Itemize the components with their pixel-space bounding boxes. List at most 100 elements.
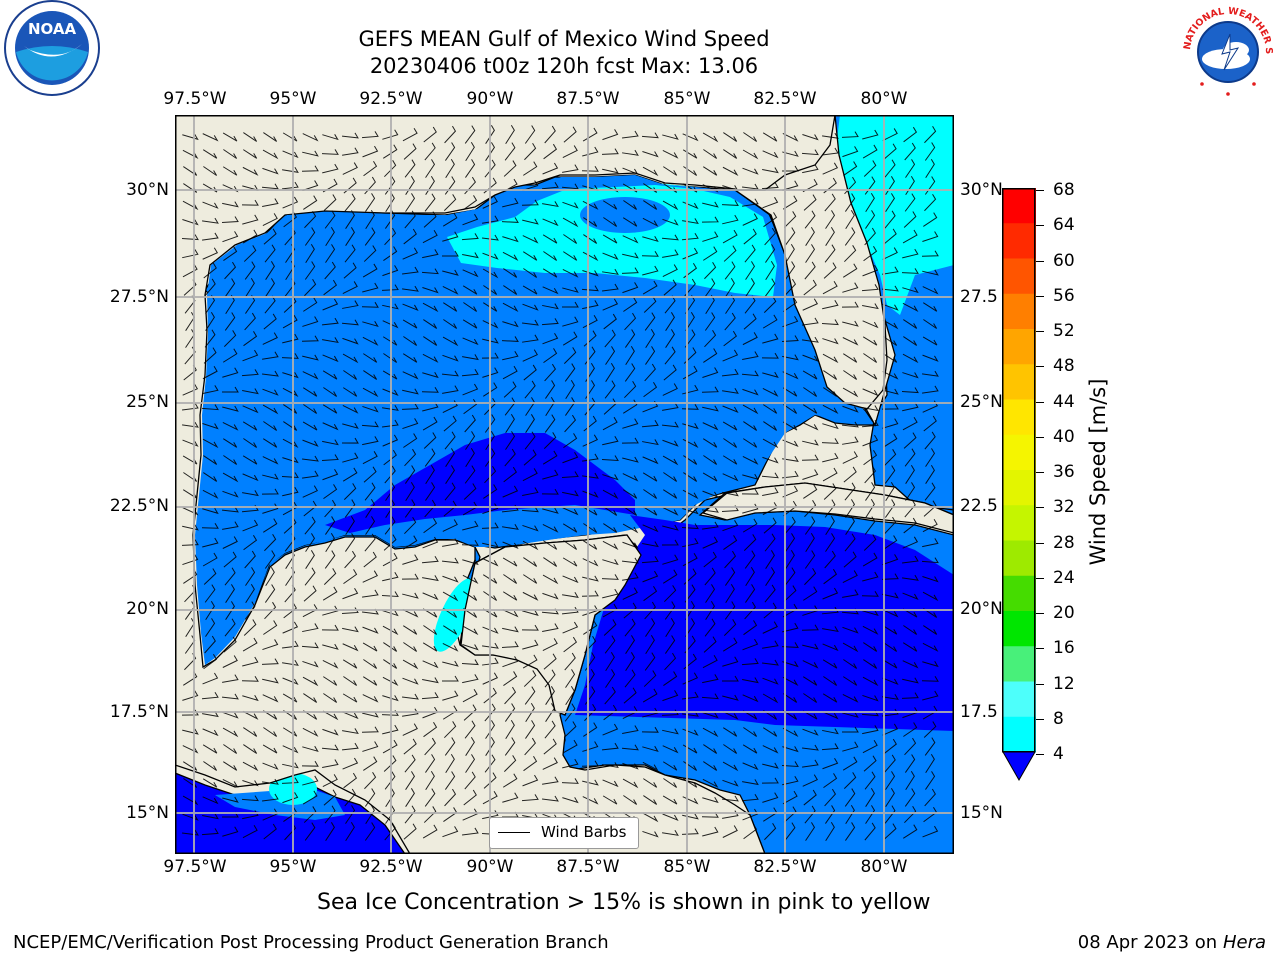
credit-right: 08 Apr 2023 on Hera — [1078, 932, 1266, 953]
lon-label-bottom: 97.5°W — [163, 857, 227, 877]
colorbar-segment — [1002, 470, 1036, 506]
lat-label-left: 17.5°N — [109, 702, 169, 722]
colorbar-segment — [1002, 611, 1036, 647]
lat-label-left: 25°N — [126, 392, 169, 412]
colorbar-segment — [1002, 329, 1036, 365]
colorbar-segment — [1002, 223, 1036, 259]
colorbar-segment — [1002, 364, 1036, 400]
lat-label-left: 27.5°N — [109, 287, 169, 307]
lon-label-bottom: 90°W — [466, 857, 514, 877]
colorbar-segment — [1002, 188, 1036, 224]
lon-label-bottom: 85°W — [663, 857, 711, 877]
colorbar-tick-label: 52 — [1053, 321, 1075, 341]
lon-label-top: 90°W — [466, 89, 514, 109]
lon-label-bottom: 80°W — [860, 857, 908, 877]
colorbar-tick-mark — [1036, 683, 1044, 685]
colorbar-tick-mark — [1036, 295, 1044, 297]
lat-label-left: 20°N — [126, 599, 169, 619]
colorbar-tick-mark — [1036, 754, 1044, 755]
colorbar-segment — [1002, 646, 1036, 682]
colorbar-tick-mark — [1036, 648, 1044, 650]
yucatan-channel-low-wind — [575, 515, 954, 731]
colorbar-tick-label: 16 — [1053, 638, 1075, 659]
lat-label-right: 17.5 — [960, 702, 998, 722]
colorbar-tick-label: 36 — [1053, 462, 1075, 482]
lat-label-right: 27.5 — [960, 287, 998, 307]
colorbar-tick-mark — [1036, 366, 1044, 368]
colorbar-segment — [1002, 258, 1036, 295]
colorbar-segment — [1002, 575, 1036, 612]
lat-label-left: 30°N — [126, 180, 169, 200]
colorbar-tick-mark — [1036, 507, 1044, 509]
colorbar-tick-label: 12 — [1053, 673, 1075, 694]
colorbar-tick-label: 20 — [1053, 603, 1075, 623]
colorbar-label: Wind Speed [m/s] — [1086, 378, 1110, 566]
colorbar-tick-mark — [1036, 472, 1044, 473]
colorbar-tick-mark — [1036, 331, 1044, 332]
lon-label-top: 80°W — [860, 89, 908, 109]
lon-label-bottom: 82.5°W — [753, 857, 817, 877]
lat-label-left: 15°N — [126, 803, 169, 823]
lat-label-left: 22.5°N — [109, 496, 169, 516]
colorbar-tick-mark — [1036, 190, 1044, 191]
colorbar-tick-label: 60 — [1053, 250, 1075, 271]
colorbar-tick-label: 44 — [1053, 391, 1075, 412]
credit-left: NCEP/EMC/Verification Post Processing Pr… — [13, 932, 609, 953]
colorbar-tick-mark — [1036, 436, 1044, 438]
colorbar-tick-mark — [1036, 401, 1044, 403]
colorbar-tick-label: 32 — [1053, 497, 1075, 518]
colorbar-tick-label: 4 — [1053, 744, 1064, 764]
colorbar-tick-label: 56 — [1053, 285, 1075, 306]
lon-label-top: 85°W — [663, 89, 711, 109]
chart-title-line2: 20230406 t00z 120h fcst Max: 13.06 — [369, 54, 759, 78]
colorbar-tick-mark — [1036, 613, 1044, 614]
colorbar-segment — [1002, 505, 1036, 541]
lon-label-top: 87.5°W — [556, 89, 620, 109]
sea-ice-footnote: Sea Ice Concentration > 15% is shown in … — [317, 890, 931, 915]
colorbar-segment — [1002, 681, 1036, 718]
colorbar-segment — [1002, 716, 1036, 753]
lat-label-right: 22.5 — [960, 496, 998, 516]
legend-label: Wind Barbs — [541, 823, 627, 841]
wind-barbs — [181, 125, 939, 841]
lon-label-top: 82.5°W — [753, 89, 817, 109]
lat-label-right: 15°N — [960, 803, 1003, 823]
colorbar-tick-label: 64 — [1053, 215, 1075, 236]
map-legend: Wind Barbs — [489, 817, 639, 849]
lon-label-top: 92.5°W — [359, 89, 423, 109]
colorbar-tick-mark — [1036, 260, 1044, 262]
lon-label-top: 97.5°W — [163, 89, 227, 109]
chart-title-line1: GEFS MEAN Gulf of Mexico Wind Speed — [358, 27, 770, 51]
lon-label-bottom: 95°W — [269, 857, 317, 877]
lat-label-right: 20°N — [960, 599, 1003, 619]
colorbar-tick-label: 24 — [1053, 567, 1075, 588]
noaa-logo-text: NOAA — [28, 20, 77, 38]
map-gridlines — [175, 115, 954, 854]
colorbar-tick-mark — [1036, 577, 1044, 579]
credit-date: 08 Apr 2023 on — [1077, 932, 1223, 953]
legend-line-swatch — [498, 832, 530, 833]
colorbar-tick-mark — [1036, 718, 1044, 720]
nws-logo: NATIONAL WEATHER SERVICE — [1174, 0, 1278, 100]
colorbar-tick-label: 28 — [1053, 532, 1075, 553]
colorbar-tick-mark — [1036, 542, 1044, 544]
colorbar-tick-label: 40 — [1053, 426, 1075, 447]
lat-label-right: 25°N — [960, 392, 1003, 412]
lon-label-bottom: 87.5°W — [556, 857, 620, 877]
colorbar-tick-label: 68 — [1053, 180, 1075, 200]
colorbar-under-triangle — [1002, 751, 1036, 782]
colorbar-segment — [1002, 540, 1036, 577]
colorbar-tick-label: 8 — [1053, 708, 1064, 729]
noaa-logo: NOAA — [2, 0, 102, 100]
credit-machine: Hera — [1222, 932, 1266, 953]
colorbar-tick-label: 48 — [1053, 356, 1075, 377]
lon-label-bottom: 92.5°W — [359, 857, 423, 877]
colorbar-segment — [1002, 293, 1036, 330]
colorbar-segment — [1002, 434, 1036, 471]
lon-label-top: 95°W — [269, 89, 317, 109]
colorbar — [1002, 188, 1036, 782]
colorbar-segment — [1002, 399, 1036, 436]
colorbar-tick-mark — [1036, 225, 1044, 227]
lat-label-right: 30°N — [960, 180, 1003, 200]
wind-speed-map — [175, 115, 954, 854]
